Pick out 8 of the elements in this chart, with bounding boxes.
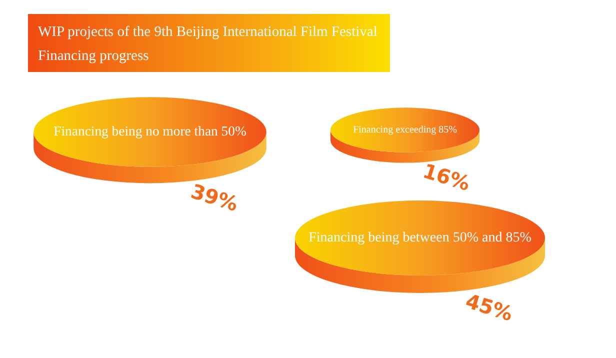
category-label: Financing exceeding 85%	[353, 124, 457, 136]
category-label: Financing being no more than 50%	[54, 124, 246, 139]
category-label: Financing being between 50% and 85%	[308, 230, 532, 246]
text: WIP projects of the 9th Beijing International Film Festival	[38, 23, 378, 42]
text: Financing progress	[38, 47, 150, 66]
data-label: 45%	[462, 288, 516, 326]
data-label: 16%	[420, 158, 473, 196]
data-label: 39%	[188, 178, 241, 216]
